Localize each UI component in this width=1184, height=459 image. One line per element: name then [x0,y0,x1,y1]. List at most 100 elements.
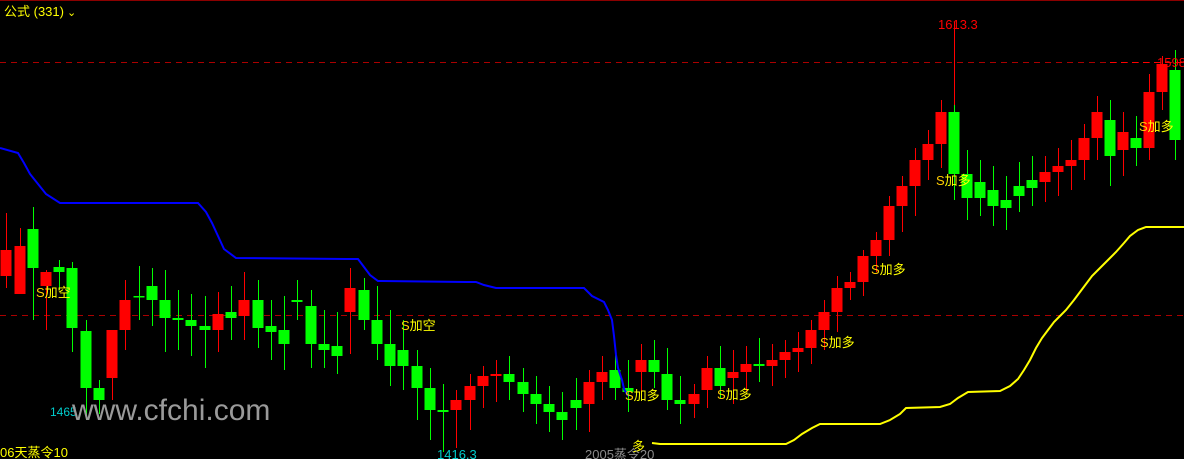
candle [80,320,92,420]
candle-body [766,360,778,366]
candle [40,270,52,330]
candle-body [543,404,555,412]
candle [530,376,542,424]
candle-body [291,300,303,302]
candle-body [609,370,621,388]
signal-label-text: 加多 [725,387,752,402]
candle-body [948,112,960,174]
candle [1169,50,1181,160]
candle-body [701,368,713,390]
price-label: 1465 [50,405,77,419]
candle [922,130,934,180]
candle-body [818,312,830,330]
candle [987,166,999,226]
candle [358,278,370,330]
chevron-down-icon[interactable]: ⌄ [66,7,77,19]
candle [490,360,502,402]
candle [503,356,515,400]
candle [159,270,171,352]
candle-body [1052,166,1064,172]
candle-body [1156,64,1168,92]
candle-body [252,300,264,328]
candle-body [1013,186,1025,196]
band-lines [0,147,1184,445]
signal-label-text: 加多 [828,335,855,350]
signal-label-text: 加空 [44,285,71,300]
candle [1000,176,1012,230]
candle [740,346,752,392]
candle-body [779,352,791,360]
candle-body [857,256,869,282]
candle-body [1091,112,1103,138]
candle [437,384,449,452]
candle [1026,156,1038,206]
candle [1039,156,1051,202]
candle [1104,100,1116,186]
candle-body [896,186,908,206]
formula-title: 公式 (331) [4,4,64,19]
axis-label: 06天蒸令10 [0,445,68,459]
candle-body [318,344,330,350]
candle [1078,124,1090,180]
candle-body [14,246,26,294]
candle-body [583,382,595,404]
candle [265,300,277,360]
candle [66,262,78,352]
candle-body [185,320,197,326]
candle [450,390,462,448]
candle [1013,162,1025,212]
candle [883,196,895,256]
trade-signal-label: S加多 [871,263,906,277]
signal-marker-icon: S [717,387,726,402]
trade-signal-label: S加多 [625,389,660,403]
candle-body [53,267,65,272]
candle-body [961,174,973,198]
axis-label: 多 [632,439,646,454]
candle-body [935,112,947,144]
chart-header[interactable]: 公式 (331) ⌄ [4,3,76,21]
candle-body [119,300,131,330]
candle [384,310,396,386]
axis-label: 2005蒸令20 [585,447,655,459]
candle [1052,148,1064,196]
signal-marker-icon: S [36,285,45,300]
candle [397,320,409,390]
candle-body [844,282,856,288]
candle-body [199,326,211,330]
candle [766,344,778,386]
candle [556,392,568,440]
candle-body [238,300,250,316]
candle-body [1104,120,1116,156]
candle-body [870,240,882,256]
annotation-lines [954,22,1184,105]
candle [1130,116,1142,166]
candle-body [27,229,39,268]
candle [278,296,290,370]
candle [331,312,343,374]
signal-label-text: 加多 [1147,119,1174,134]
candle-body [80,331,92,388]
candle [146,268,158,326]
top-divider [0,0,1184,1]
candle-body [477,376,489,386]
candle-body [159,300,171,318]
axis-label: 1416.3 [437,447,477,459]
signal-marker-icon: S [1139,119,1148,134]
signal-label-text: 加空 [409,318,436,333]
price-label: 1613.3 [938,17,978,32]
candle-body [987,190,999,206]
candle [570,378,582,430]
candle [648,340,660,388]
candle-body [265,326,277,332]
candle-body [225,312,237,318]
candle-body [490,374,502,376]
candle [753,338,765,382]
candle-body [437,410,449,412]
candle-body [450,400,462,410]
candle-body [622,388,634,392]
candle [844,272,856,300]
candle [133,266,145,320]
candle-body [831,288,843,312]
